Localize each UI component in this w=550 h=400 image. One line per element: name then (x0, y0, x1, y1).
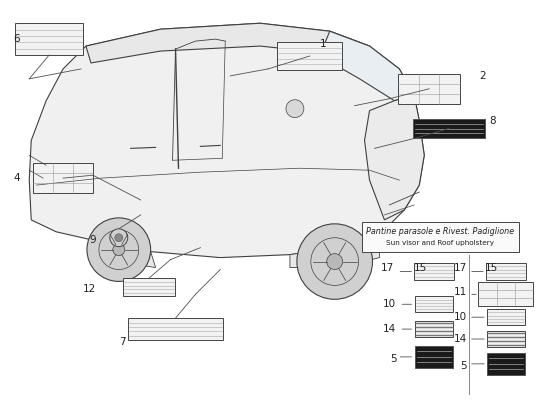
Text: 14: 14 (383, 324, 397, 334)
Text: 9: 9 (89, 235, 96, 245)
FancyBboxPatch shape (398, 74, 460, 104)
Polygon shape (290, 235, 380, 268)
FancyBboxPatch shape (478, 282, 533, 306)
FancyBboxPatch shape (278, 42, 342, 70)
FancyBboxPatch shape (414, 262, 454, 280)
Text: 6: 6 (13, 34, 20, 44)
Circle shape (297, 224, 372, 299)
FancyBboxPatch shape (415, 296, 453, 312)
Circle shape (110, 229, 128, 247)
FancyBboxPatch shape (33, 163, 93, 193)
Text: 12: 12 (82, 284, 96, 294)
Circle shape (327, 254, 343, 270)
Text: 7: 7 (119, 337, 125, 347)
FancyBboxPatch shape (123, 278, 174, 296)
Circle shape (286, 100, 304, 118)
Text: 11: 11 (454, 287, 467, 297)
FancyBboxPatch shape (413, 118, 485, 138)
Text: 17: 17 (381, 262, 394, 272)
Text: 8: 8 (489, 116, 496, 126)
Polygon shape (91, 240, 156, 268)
FancyBboxPatch shape (487, 331, 525, 347)
Text: 14: 14 (454, 334, 467, 344)
FancyBboxPatch shape (128, 318, 223, 340)
Polygon shape (29, 23, 424, 258)
Text: 17: 17 (454, 262, 467, 272)
Text: 5: 5 (460, 361, 467, 371)
Text: 5: 5 (390, 354, 397, 364)
FancyBboxPatch shape (15, 23, 83, 55)
FancyBboxPatch shape (361, 222, 519, 252)
Text: 15: 15 (485, 262, 498, 272)
Polygon shape (86, 23, 370, 63)
Text: Sun visor and Roof upholstery: Sun visor and Roof upholstery (386, 240, 494, 246)
FancyBboxPatch shape (487, 309, 525, 325)
Text: Pantine parasole e Rivest. Padiglione: Pantine parasole e Rivest. Padiglione (366, 227, 514, 236)
Circle shape (115, 234, 123, 242)
Text: 15: 15 (414, 262, 427, 272)
Text: 10: 10 (454, 312, 467, 322)
Circle shape (113, 244, 125, 256)
FancyBboxPatch shape (486, 262, 526, 280)
Polygon shape (365, 96, 424, 220)
FancyBboxPatch shape (487, 353, 525, 375)
FancyBboxPatch shape (415, 346, 453, 368)
Circle shape (87, 218, 151, 282)
Text: 1: 1 (320, 39, 326, 49)
Polygon shape (320, 31, 414, 101)
Text: 2: 2 (479, 71, 486, 81)
Text: 10: 10 (383, 299, 397, 309)
Text: 4: 4 (13, 173, 20, 183)
FancyBboxPatch shape (415, 321, 453, 337)
